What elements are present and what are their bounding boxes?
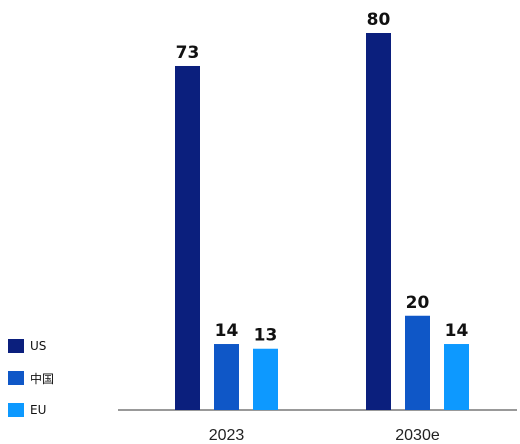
category-label-2023: 2023: [209, 427, 245, 444]
value-label-china-2023: 14: [215, 321, 239, 341]
bar-us-2023: [175, 65, 200, 411]
legend-item-china: 中国: [8, 362, 54, 394]
bar-china-2030e: [405, 315, 430, 410]
bar-eu-2023: [253, 348, 278, 410]
value-label-china-2030e: 20: [406, 293, 430, 313]
value-label-us-2023: 73: [176, 43, 200, 63]
bars-group: [175, 33, 469, 411]
value-label-eu-2030e: 14: [445, 321, 469, 341]
legend-label-china: 中国: [30, 371, 55, 386]
bar-china-2023: [214, 344, 239, 410]
legend-swatch-china: [8, 371, 24, 385]
legend-swatch-eu: [8, 403, 24, 417]
category-label-2030e: 2030e: [395, 427, 440, 444]
legend-label-us: US: [30, 339, 47, 353]
category-labels-group: 2023 2030e: [209, 427, 440, 444]
legend-label-eu: EU: [30, 403, 47, 417]
value-label-us-2030e: 80: [367, 10, 391, 30]
value-labels-group: 73 14 13 80 20 14: [176, 10, 469, 346]
legend: US 中国 EU: [8, 330, 54, 426]
value-label-eu-2023: 13: [254, 326, 278, 346]
legend-item-eu: EU: [8, 394, 54, 426]
bar-eu-2030e: [444, 344, 469, 410]
bar-us-2030e: [366, 33, 391, 410]
legend-item-us: US: [8, 330, 54, 362]
legend-swatch-us: [8, 339, 24, 353]
